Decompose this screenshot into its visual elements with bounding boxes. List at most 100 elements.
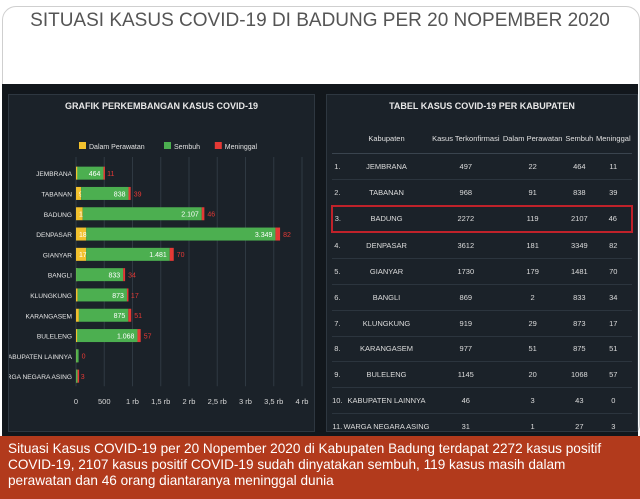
category-label: BADUNG <box>44 212 72 219</box>
category-label: BULELENG <box>37 334 72 341</box>
category-label: KARANGASEM <box>25 313 72 320</box>
table-row: 7. KLUNGKUNG 919 29 873 17 <box>332 310 632 337</box>
table-cell: 17 <box>594 310 632 337</box>
table-cell: WARGA NEGARA ASING <box>342 413 431 440</box>
table-cell: 1730 <box>430 258 502 285</box>
data-label: 838 <box>114 191 126 198</box>
data-label: 17 <box>131 293 139 300</box>
table-cell: 4. <box>332 232 343 260</box>
table-row: 5. GIANYAR 1730 179 1481 70 <box>332 258 632 285</box>
table-cell: 91 <box>501 179 565 207</box>
table-title: TABEL KASUS COVID-19 PER KABUPATEN <box>389 101 575 111</box>
table-cell: 875 <box>564 336 595 363</box>
table-cell: 6. <box>332 284 343 311</box>
data-label: 70 <box>177 252 185 259</box>
table-row: 10. KABUPATEN LAINNYA 46 3 43 0 <box>332 387 632 414</box>
chart-title: GRAFIK PERKEMBANGAN KASUS COVID-19 <box>64 101 259 111</box>
bar-segment <box>77 329 138 343</box>
table-cell: 3349 <box>564 232 595 260</box>
bar-segment <box>128 308 132 322</box>
table-cell: 181 <box>501 232 565 260</box>
covid-table: Kabupaten Kasus Terkonfirmasi Dalam Perawa… <box>331 125 634 440</box>
bar-segment <box>78 308 129 322</box>
category-label: JEMBRANA <box>36 171 73 178</box>
data-label: 875 <box>114 313 126 320</box>
bar-segment <box>76 227 87 241</box>
table-row: 4. DENPASAR 3612 181 3349 82 <box>332 232 632 260</box>
table-cell: 919 <box>430 310 502 337</box>
table-cell: 1145 <box>430 361 502 389</box>
bar-segment <box>275 227 281 241</box>
table-body: 1. JEMBRANA 497 22 464 11 2. TABANAN 968 91 838 39 3… <box>331 153 634 440</box>
table-cell: 869 <box>430 284 502 311</box>
legend-label: Meninggal <box>225 144 258 151</box>
table-row: 2. TABANAN 968 91 838 39 <box>332 179 632 207</box>
table-row-highlighted: 3. BADUNG 2272 119 2107 46 <box>331 204 634 234</box>
data-label: 3.349 <box>255 232 273 239</box>
category-label: BANGLI <box>48 273 72 280</box>
table-cell: 873 <box>564 310 595 337</box>
data-label: 51 <box>134 313 142 320</box>
table-cell: 2107 <box>564 204 595 234</box>
table-cell: 8. <box>332 336 343 363</box>
table-cell: 82 <box>594 232 632 260</box>
table-cell: 0 <box>594 387 632 414</box>
bar-segment <box>86 247 170 261</box>
table-cell: DENPASAR <box>342 232 431 260</box>
bar-segment <box>137 329 141 343</box>
table-cell: 5. <box>332 258 343 285</box>
bar-segment <box>76 288 78 302</box>
table-cell: 2. <box>332 179 343 207</box>
table-cell: 464 <box>564 153 595 180</box>
table-cell: 29 <box>501 310 565 337</box>
data-label: 0 <box>82 354 86 361</box>
bar-segment <box>76 268 124 282</box>
table-cell: 39 <box>594 179 632 207</box>
legend-label: Sembuh <box>174 144 200 151</box>
table-header-cell: Kasus Terkonfirmasi <box>430 125 502 154</box>
table-header-cell: Dalam Perawatan <box>501 125 565 154</box>
stacked-bar-chart: Dalam Perawatan Sembuh Meninggal 0 500 1 rb 1,… <box>9 142 308 406</box>
legend-swatch <box>79 142 86 149</box>
data-label: 833 <box>108 272 120 279</box>
x-tick-label: 0 <box>74 397 78 406</box>
table-row: 9. BULELENG 1145 20 1068 57 <box>332 361 632 389</box>
bar-segment <box>76 166 78 180</box>
table-cell: 3 <box>594 413 632 440</box>
data-label: 873 <box>112 293 124 300</box>
table-cell: KLUNGKUNG <box>342 310 431 337</box>
bar-segment <box>77 288 127 302</box>
chart-panel: GRAFIK PERKEMBANGAN KASUS COVID-19 Dalam… <box>8 94 315 432</box>
data-label: 1.068 <box>117 333 135 340</box>
bar-segment <box>201 207 205 221</box>
table-cell: 7. <box>332 310 343 337</box>
table-header-cell: Kabupaten <box>342 125 431 154</box>
table-row: 6. BANGLI 869 2 833 34 <box>332 284 632 311</box>
table-cell: 838 <box>564 179 595 207</box>
bar-segment <box>76 207 83 221</box>
table-header-cell: Meninggal <box>594 125 632 154</box>
bar-segment <box>82 207 202 221</box>
data-label: 82 <box>283 232 291 239</box>
bar-segment <box>76 247 87 261</box>
data-label: 181 <box>79 232 91 239</box>
table-panel: TABEL KASUS COVID-19 PER KABUPATEN Kabup… <box>326 94 638 440</box>
table-cell: 2272 <box>430 204 502 234</box>
data-label: 179 <box>79 252 91 259</box>
x-tick-label: 3 rb <box>239 397 252 406</box>
table-cell: 977 <box>430 336 502 363</box>
table-cell: 46 <box>430 387 502 414</box>
data-label: 34 <box>128 272 136 279</box>
legend-swatch <box>214 142 222 149</box>
table-cell: 70 <box>594 258 632 285</box>
legend-swatch <box>164 142 171 149</box>
table-cell: 1. <box>332 153 343 180</box>
category-label: KLUNGKUNG <box>30 293 72 300</box>
table-cell: BANGLI <box>342 284 431 311</box>
category-label: TABANAN <box>41 191 72 198</box>
page-title: SITUASI KASUS COVID-19 DI BADUNG PER 20 … <box>30 10 610 31</box>
table-header-row: Kabupaten Kasus Terkonfirmasi Dalam Perawa… <box>332 125 632 154</box>
data-label: 46 <box>207 212 215 219</box>
data-label: 11 <box>107 171 114 178</box>
x-tick-label: 3,5 rb <box>264 397 283 406</box>
